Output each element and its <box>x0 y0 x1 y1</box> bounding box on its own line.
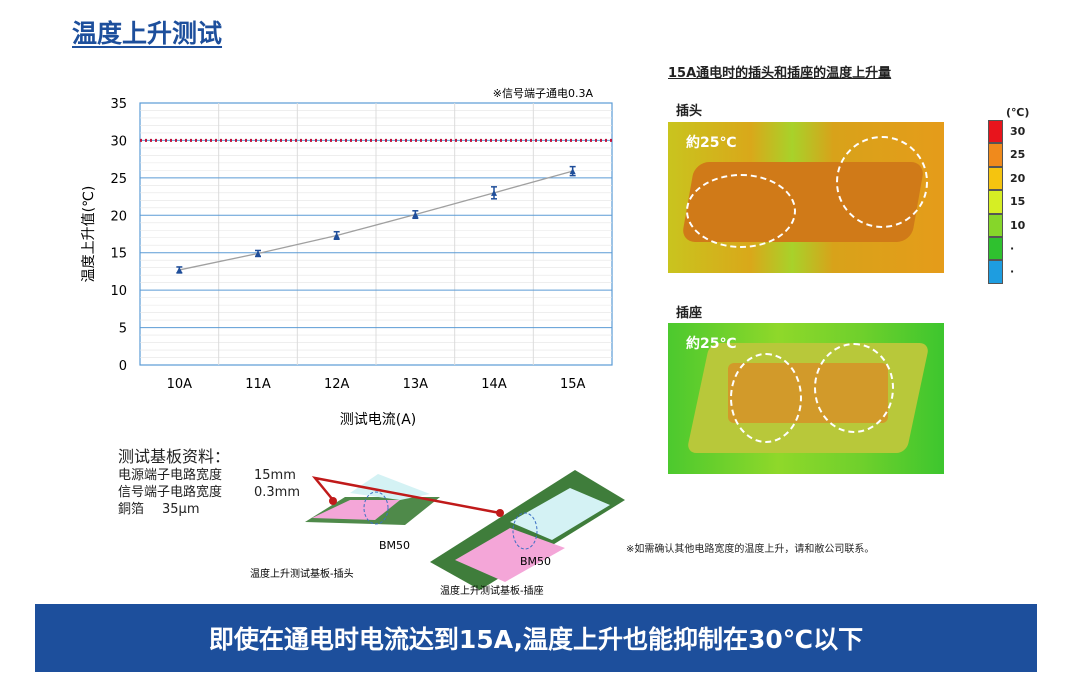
page-title: 温度上升测试 <box>72 19 223 48</box>
highlight-circle <box>686 174 796 248</box>
y-tick-label: 10 <box>110 284 127 299</box>
temperature-note: 約25℃ <box>686 336 737 352</box>
y-tick-label: 20 <box>110 209 127 224</box>
scale-label: 30 <box>1010 125 1026 138</box>
plug-board-caption: 温度上升测试基板-插头 <box>250 567 354 580</box>
spec-row: 电源端子电路宽度 15mm <box>118 468 296 483</box>
scale-label: 25 <box>1010 148 1026 162</box>
bm50-circle <box>363 491 389 525</box>
data-point <box>569 168 576 175</box>
highlight-circle <box>836 136 928 228</box>
spec-row: 信号端子电路宽度 0.3mm <box>118 485 301 500</box>
scale-swatch <box>988 213 1003 237</box>
signal-trace <box>350 474 430 500</box>
data-point <box>255 250 261 257</box>
x-tick-label: 15A <box>560 377 586 392</box>
x-tick-label: 12A <box>324 377 350 392</box>
scale-swatch <box>988 143 1003 167</box>
x-tick-label: 11A <box>245 377 271 392</box>
chart-note: ※信号端子通电0.3A <box>493 87 594 100</box>
x-tick-label: 10A <box>167 377 193 392</box>
socket-label: 插座 <box>676 306 703 321</box>
scale-swatch <box>988 237 1003 261</box>
data-point <box>412 211 419 218</box>
socket-board <box>430 470 625 590</box>
y-tick-label: 25 <box>110 172 127 187</box>
signal-trace <box>510 488 610 540</box>
highlight-circle <box>814 343 894 433</box>
data-point <box>176 266 183 273</box>
scale-swatch <box>988 166 1003 191</box>
y-tick-label: 30 <box>110 134 127 149</box>
power-trace <box>312 500 400 520</box>
socket-thermal-image: 約25℃ <box>668 323 944 474</box>
bm50-label: BM50 <box>520 555 551 568</box>
x-axis-label: 测试电流(A) <box>340 412 417 428</box>
test-boards-illustration: BM50 BM50 温度上升测试基板-插头 温度上升测试基板-插座 <box>250 470 625 597</box>
y-tick-label: 35 <box>110 97 127 112</box>
y-tick-label: 5 <box>119 322 127 337</box>
scale-label: 20 <box>1010 171 1026 185</box>
y-tick-label: 0 <box>119 359 127 374</box>
scale-swatch <box>988 260 1003 284</box>
contact-note: ※如需确认其他电路宽度的温度上升，请和敝公司联系。 <box>626 544 875 555</box>
scale-swatch <box>988 190 1003 214</box>
pointer-line <box>311 476 501 515</box>
bm50-circle <box>512 512 538 550</box>
data-point <box>491 189 497 196</box>
plug-thermal-image: 約25℃ <box>668 122 944 273</box>
y-tick-label: 15 <box>110 247 127 262</box>
bm50-label: BM50 <box>379 539 410 552</box>
x-tick-label: 14A <box>481 377 507 392</box>
scale-label: 15 <box>1010 195 1026 209</box>
y-axis-label: 温度上升值(℃) <box>81 186 97 283</box>
highlight-circle <box>730 353 802 443</box>
scale-unit: (℃) <box>1006 106 1030 119</box>
data-point <box>333 232 340 239</box>
plug-label: 插头 <box>676 104 703 119</box>
temperature-note: 約25℃ <box>686 135 737 151</box>
trend-line <box>179 170 573 271</box>
x-tick-label: 13A <box>403 377 429 392</box>
power-trace <box>455 528 565 582</box>
thermal-section-title: 15A通电时的插头和插座的温度上升量 <box>668 66 892 81</box>
summary-banner: 即使在通电时电流达到15A,温度上升也能抑制在30℃以下 <box>35 604 1037 672</box>
scale-label: 10 <box>1010 218 1026 232</box>
test-board-spec: 测试基板资料： 电源端子电路宽度 15mm 信号端子电路宽度 0.3mm 銅箔 35μ… <box>118 447 300 518</box>
scale-label: · <box>1010 242 1015 255</box>
spec-row: 銅箔 35μm <box>118 502 200 517</box>
socket-board-caption: 温度上升测试基板-插座 <box>440 584 544 597</box>
scale-label: · <box>1010 265 1015 279</box>
temperature-rise-chart: 0 5 10 15 20 25 30 35 10A 11A 12A 13A 14A 15A ※信号端子通电… <box>81 87 613 428</box>
spec-heading: 测试基板资料： <box>118 447 231 466</box>
scale-swatch <box>988 120 1003 144</box>
